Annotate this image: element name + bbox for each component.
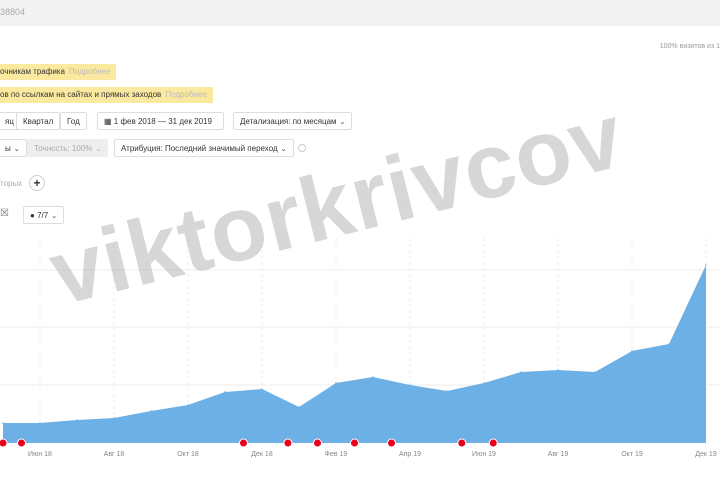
- annotation-marker[interactable]: [0, 438, 8, 448]
- x-tick-label: Фев 19: [325, 451, 348, 458]
- counter-header: 38804: [0, 0, 720, 26]
- period-year-button[interactable]: Год: [60, 112, 87, 130]
- data-point: [39, 422, 41, 424]
- data-point: [372, 376, 374, 378]
- attribution-text: Атрибуция: Последний значимый переход: [121, 144, 278, 153]
- detail-text: Детализация: по месяцам: [240, 117, 337, 126]
- help-icon[interactable]: [298, 144, 306, 152]
- chevron-down-icon: ⌄: [51, 213, 58, 220]
- area-series: [3, 265, 706, 443]
- data-point: [76, 419, 78, 421]
- hint-referrals: ов по ссылкам на сайтах и прямых заходов…: [0, 87, 213, 103]
- accuracy-text: Точность: 100%: [34, 144, 93, 153]
- x-tick-label: Апр 19: [399, 451, 421, 458]
- annotations-count: 7/7: [37, 211, 49, 220]
- x-tick-label: Дек 19: [695, 451, 717, 458]
- data-point: [2, 422, 4, 424]
- data-point: [668, 343, 670, 345]
- accuracy-dropdown[interactable]: Точность: 100% ⌄: [27, 139, 109, 157]
- annotation-marker[interactable]: [239, 438, 248, 448]
- date-range-button[interactable]: ▦ 1 фев 2018 — 31 дек 2019: [97, 112, 224, 130]
- annotation-marker[interactable]: [283, 438, 293, 448]
- hint-text: ов по ссылкам на сайтах и прямых заходов: [0, 90, 162, 99]
- counter-id: 38804: [0, 7, 26, 17]
- filter-text: ы: [5, 144, 11, 153]
- data-point: [705, 264, 707, 266]
- annotation-marker[interactable]: [313, 438, 322, 448]
- chevron-down-icon: ⌄: [280, 146, 287, 153]
- filter-dropdown[interactable]: ы ⌄: [0, 139, 27, 157]
- data-point: [150, 410, 152, 412]
- hint-more-link[interactable]: Подробнее: [68, 67, 111, 76]
- x-tick-label: Окт 19: [621, 451, 643, 458]
- data-point: [557, 369, 559, 371]
- annotations-dropdown[interactable]: ● 7/7 ⌄: [23, 206, 65, 224]
- annotation-marker[interactable]: [457, 438, 467, 448]
- comment-icon: ●: [30, 211, 35, 220]
- x-tick-label: Авг 18: [104, 451, 125, 458]
- x-tick-label: Окт 18: [177, 451, 199, 458]
- x-tick-label: Июн 19: [472, 451, 496, 458]
- x-tick-label: Июн 18: [28, 451, 52, 458]
- period-quarter-button[interactable]: Квартал: [16, 112, 61, 130]
- annotation-marker[interactable]: [387, 438, 396, 448]
- data-point: [335, 382, 337, 384]
- annotation-marker[interactable]: [17, 438, 26, 448]
- data-point: [298, 406, 300, 408]
- attribution-dropdown[interactable]: Атрибуция: Последний значимый переход ⌄: [114, 139, 294, 157]
- annotation-marker[interactable]: [350, 438, 359, 448]
- visits-note: 100% визитов из 1: [659, 43, 720, 50]
- x-tick-label: Дек 18: [251, 451, 273, 458]
- data-point: [187, 404, 189, 406]
- data-point: [594, 371, 596, 373]
- data-point: [224, 391, 226, 393]
- chart-type-icon[interactable]: ☒: [0, 208, 9, 219]
- calendar-icon: ▦: [104, 117, 114, 126]
- data-point: [113, 417, 115, 419]
- hint-more-link[interactable]: Подробнее: [165, 90, 207, 99]
- data-point: [409, 384, 411, 386]
- x-tick-label: Авг 19: [548, 451, 569, 458]
- date-range-text: 1 фев 2018 — 31 дек 2019: [113, 117, 212, 126]
- data-point: [520, 371, 522, 373]
- annotation-marker[interactable]: [488, 438, 498, 448]
- data-point: [261, 388, 263, 390]
- hint-text: очникам трафика: [0, 67, 65, 76]
- chevron-down-icon: ⌄: [339, 119, 346, 126]
- hint-traffic-sources: очникам трафика Подробнее: [0, 64, 117, 80]
- data-point: [631, 350, 633, 352]
- compare-label: торых: [0, 179, 23, 188]
- data-point: [483, 382, 485, 384]
- chevron-down-icon: ⌄: [95, 146, 102, 153]
- chevron-down-icon: ⌄: [13, 146, 20, 153]
- data-point: [446, 390, 448, 392]
- detail-dropdown[interactable]: Детализация: по месяцам ⌄: [233, 112, 353, 130]
- add-segment-button[interactable]: +: [29, 175, 45, 191]
